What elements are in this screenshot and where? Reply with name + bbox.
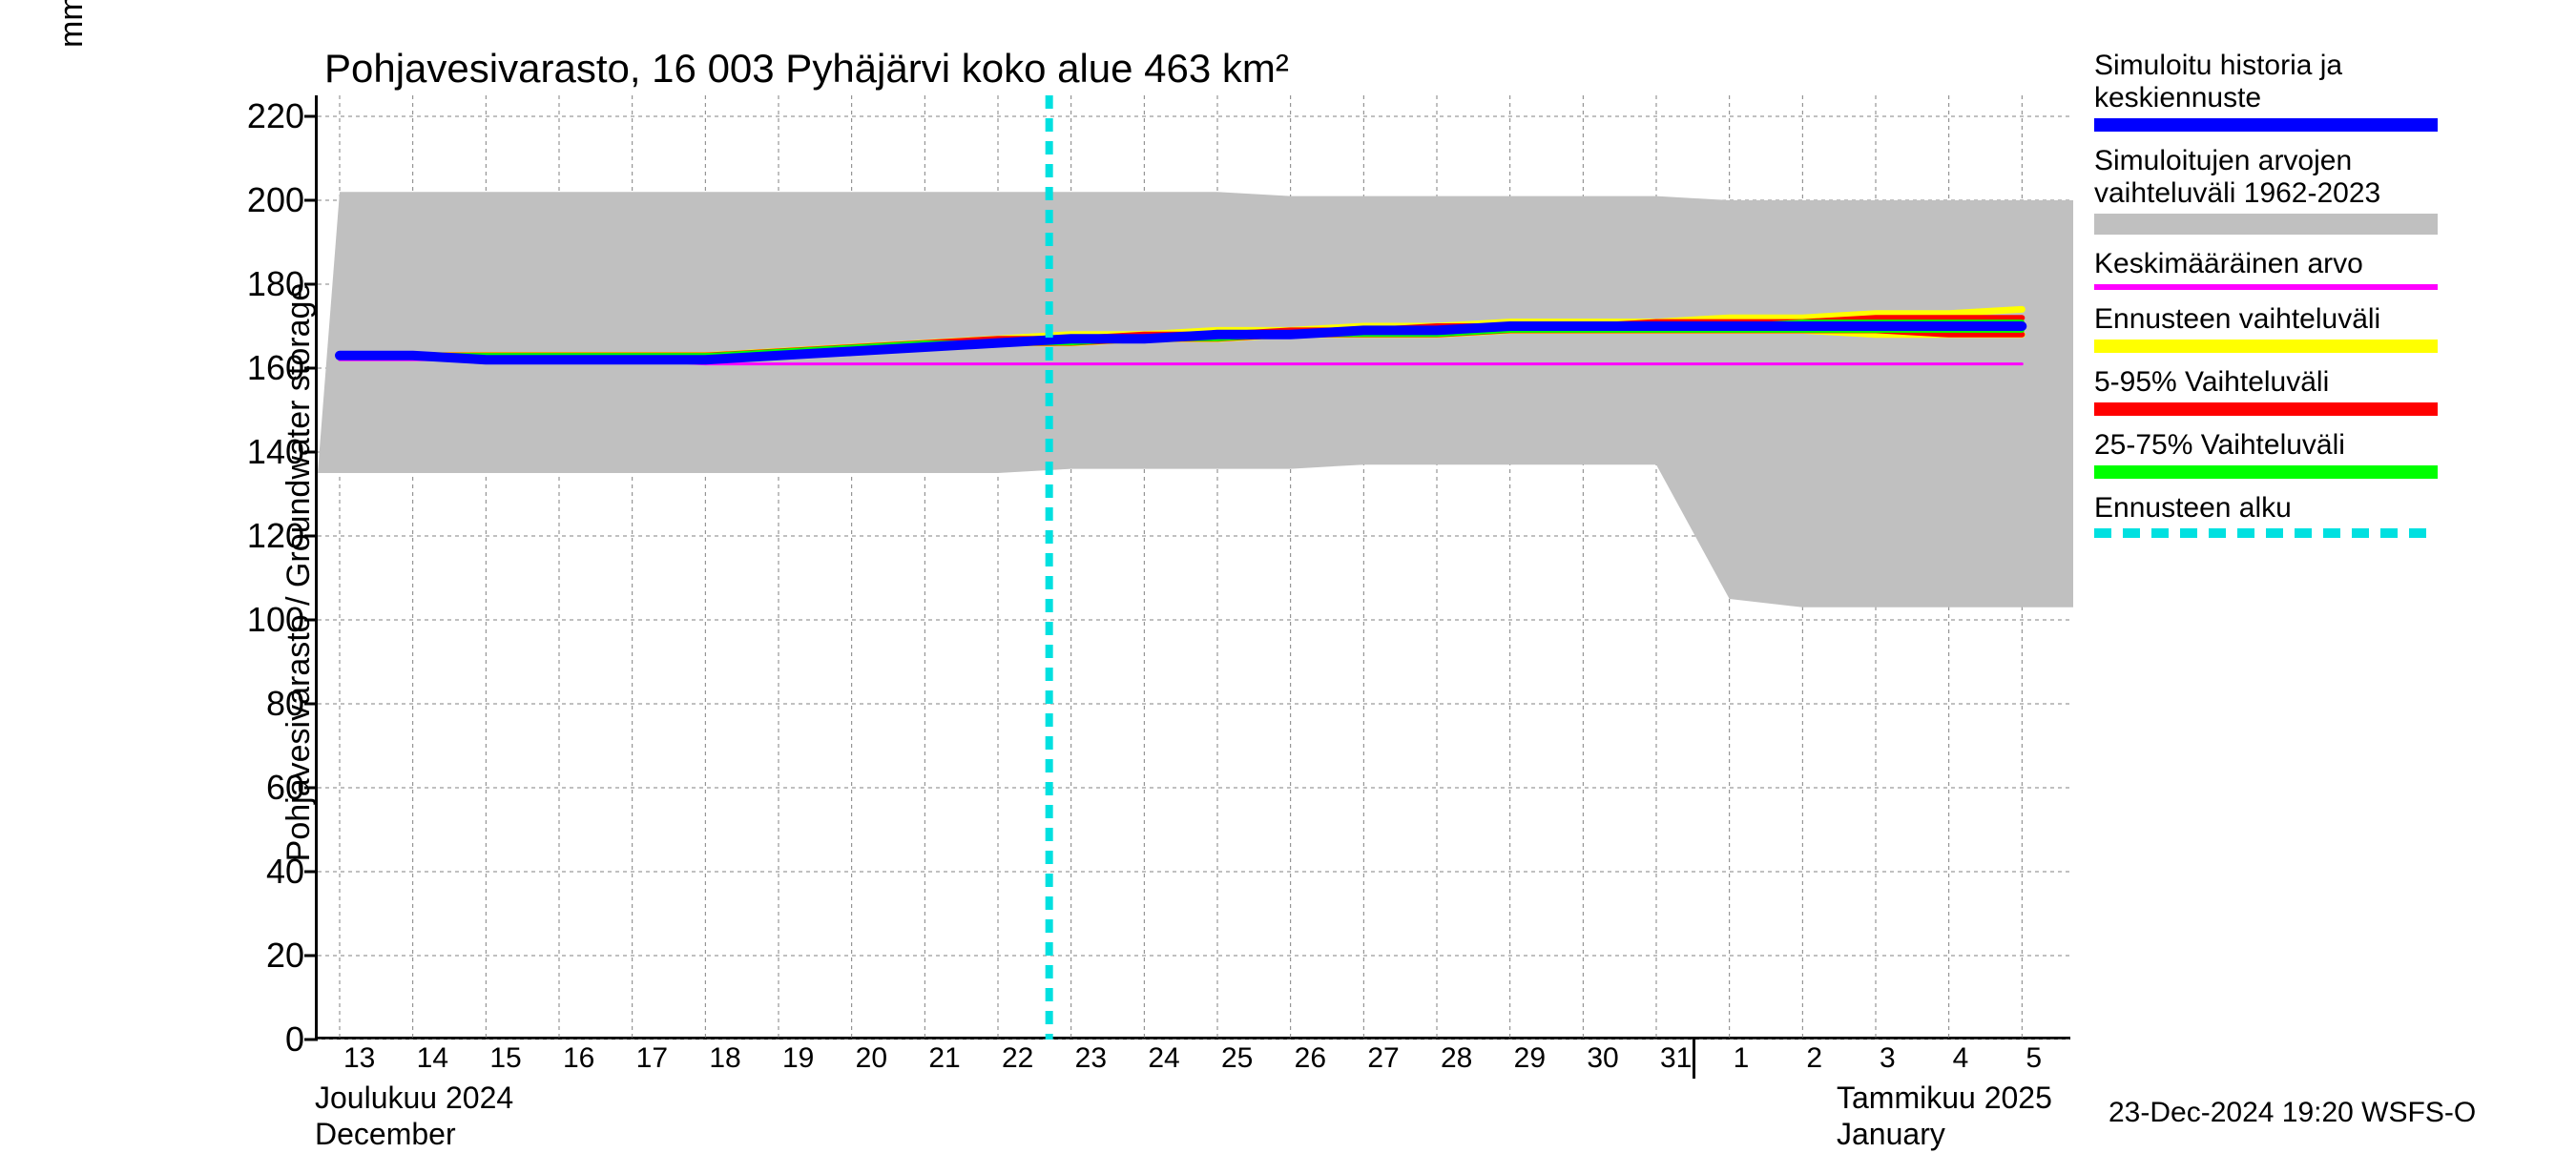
x-tick-label: 18	[709, 1037, 740, 1075]
legend-label: vaihteluväli 1962-2023	[2094, 177, 2438, 210]
legend-entry: Ennusteen alku	[2094, 492, 2438, 538]
legend-label: Keskimääräinen arvo	[2094, 248, 2438, 280]
x-tick-label: 5	[2025, 1037, 2042, 1075]
x-tick-label: 19	[782, 1037, 814, 1075]
legend-swatch	[2094, 214, 2438, 235]
legend-label: keskiennuste	[2094, 82, 2438, 114]
x-tick-label: 2	[1806, 1037, 1822, 1075]
month-label: Joulukuu 2024December	[315, 1080, 513, 1153]
x-tick-label: 28	[1441, 1037, 1472, 1075]
plot-svg	[318, 95, 2073, 1040]
legend-swatch	[2094, 528, 2438, 538]
x-tick-label: 20	[856, 1037, 887, 1075]
x-tick-label: 4	[1953, 1037, 1969, 1075]
x-tick-label: 21	[928, 1037, 960, 1075]
legend-entry: Ennusteen vaihteluväli	[2094, 303, 2438, 353]
legend-swatch	[2094, 284, 2438, 290]
plot-area: 0204060801001201401601802002201314151617…	[315, 95, 2070, 1040]
x-tick-label: 22	[1002, 1037, 1033, 1075]
x-tick-label: 23	[1075, 1037, 1107, 1075]
x-tick-label: 1	[1734, 1037, 1750, 1075]
legend-label: Ennusteen alku	[2094, 492, 2438, 525]
x-tick-label: 14	[417, 1037, 448, 1075]
x-tick-label: 27	[1367, 1037, 1399, 1075]
legend: Simuloitu historia jakeskiennusteSimuloi…	[2094, 50, 2438, 551]
x-tick-label: 16	[563, 1037, 594, 1075]
x-tick-label: 24	[1148, 1037, 1179, 1075]
x-tick-label: 3	[1880, 1037, 1896, 1075]
month-label: Tammikuu 2025January	[1837, 1080, 2052, 1153]
legend-label: Simuloitujen arvojen	[2094, 145, 2438, 177]
legend-entry: 25-75% Vaihteluväli	[2094, 429, 2438, 479]
chart-container: Pohjavesivarasto / Groundwater storage m…	[0, 0, 2576, 1144]
legend-swatch	[2094, 465, 2438, 479]
legend-label: Ennusteen vaihteluväli	[2094, 303, 2438, 336]
chart-title: Pohjavesivarasto, 16 003 Pyhäjärvi koko …	[324, 46, 1289, 92]
legend-swatch	[2094, 118, 2438, 132]
legend-entry: 5-95% Vaihteluväli	[2094, 366, 2438, 416]
x-tick-label: 13	[343, 1037, 375, 1075]
x-tick-label: 25	[1221, 1037, 1253, 1075]
legend-label: Simuloitu historia ja	[2094, 50, 2438, 82]
x-tick-label: 31	[1660, 1037, 1692, 1075]
legend-entry: Simuloitu historia jakeskiennuste	[2094, 50, 2438, 132]
legend-entry: Keskimääräinen arvo	[2094, 248, 2438, 290]
legend-label: 25-75% Vaihteluväli	[2094, 429, 2438, 462]
y-axis-unit: mm	[53, 0, 91, 48]
timestamp-label: 23-Dec-2024 19:20 WSFS-O	[2109, 1097, 2476, 1129]
x-tick-label: 29	[1514, 1037, 1546, 1075]
legend-swatch	[2094, 340, 2438, 353]
x-tick-label: 30	[1587, 1037, 1618, 1075]
month-separator	[1693, 1037, 1695, 1079]
legend-label: 5-95% Vaihteluväli	[2094, 366, 2438, 399]
legend-swatch	[2094, 402, 2438, 416]
x-tick-label: 26	[1295, 1037, 1326, 1075]
x-tick-label: 15	[489, 1037, 521, 1075]
x-tick-label: 17	[636, 1037, 668, 1075]
legend-entry: Simuloitujen arvojenvaihteluväli 1962-20…	[2094, 145, 2438, 235]
